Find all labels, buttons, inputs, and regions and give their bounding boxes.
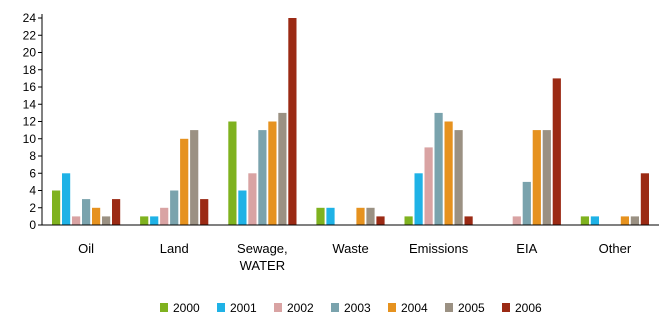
bar-2000-2 [228, 121, 237, 225]
bar-2004-6 [620, 216, 629, 225]
bar-2005-6 [630, 216, 639, 225]
x-category-label: Waste [332, 241, 368, 256]
legend-swatch-2002 [274, 303, 282, 312]
bar-2005-5 [542, 130, 551, 225]
legend-label-2005: 2005 [458, 301, 485, 315]
bar-2006-1 [200, 199, 209, 225]
legend-swatch-2006 [502, 303, 510, 312]
legend-swatch-2005 [445, 303, 453, 312]
bar-2000-1 [140, 216, 149, 225]
bar-2002-0 [72, 216, 81, 225]
bar-2006-4 [464, 216, 473, 225]
y-tick-label: 4 [29, 184, 36, 198]
bar-2005-0 [102, 216, 111, 225]
bar-2006-3 [376, 216, 385, 225]
bar-2004-0 [92, 207, 101, 226]
bar-2004-5 [532, 130, 541, 225]
bar-2003-1 [170, 190, 179, 225]
y-tick-label: 24 [23, 11, 37, 25]
legend-swatch-2004 [388, 303, 396, 312]
bar-2005-3 [366, 207, 375, 226]
bar-2003-5 [522, 181, 531, 225]
legend-swatch-2003 [331, 303, 339, 312]
bar-2005-2 [278, 112, 287, 225]
bars-group [52, 18, 649, 226]
bar-2004-4 [444, 121, 453, 225]
legend: 2000 2001 2002 2003 2004 2005 2006 [160, 301, 542, 315]
bar-2003-4 [434, 112, 443, 225]
legend-label-2002: 2002 [287, 301, 314, 315]
bar-2004-3 [356, 207, 365, 226]
legend-swatch-2000 [160, 303, 168, 312]
y-tick-label: 22 [23, 28, 37, 42]
legend-swatch-2001 [217, 303, 225, 312]
legend-label-2001: 2001 [230, 301, 257, 315]
x-axis: Oil Land Sewage, WATER Waste Emissions EIA Othe… [42, 224, 659, 273]
legend-label-2003: 2003 [344, 301, 371, 315]
bar-2000-0 [52, 190, 61, 225]
bar-2003-0 [82, 199, 91, 225]
bar-2004-2 [268, 121, 277, 225]
y-tick-label: 16 [23, 80, 37, 94]
bar-2002-1 [160, 207, 169, 226]
y-tick-label: 6 [29, 166, 36, 180]
y-tick-label: 12 [23, 115, 37, 129]
bar-2001-0 [62, 173, 71, 226]
x-category-label: Other [599, 241, 632, 256]
x-category-label: Land [160, 241, 189, 256]
bar-2001-2 [238, 190, 247, 225]
y-tick-label: 14 [23, 97, 37, 111]
bar-2006-2 [288, 18, 297, 225]
bar-2006-5 [552, 78, 561, 226]
bar-2002-4 [424, 147, 433, 225]
bar-2001-3 [326, 207, 335, 226]
y-tick-label: 20 [23, 46, 37, 60]
bar-2000-3 [316, 207, 325, 226]
bar-2002-5 [512, 216, 521, 225]
bar-2000-4 [404, 216, 413, 225]
x-category-label: Sewage, WATER [237, 241, 288, 273]
bar-2001-1 [150, 216, 159, 225]
bar-2001-6 [590, 216, 599, 225]
x-category-label: EIA [516, 241, 537, 256]
x-category-label: Oil [78, 241, 94, 256]
x-category-label: Emissions [409, 241, 469, 256]
y-tick-label: 10 [23, 132, 37, 146]
bar-2006-0 [112, 199, 121, 225]
bar-2005-4 [454, 130, 463, 225]
bar-2002-2 [248, 173, 257, 226]
y-tick-label: 8 [29, 149, 36, 163]
bar-2006-6 [640, 173, 649, 226]
legend-label-2000: 2000 [173, 301, 200, 315]
bar-2000-6 [580, 216, 589, 225]
bar-2004-1 [180, 138, 189, 226]
y-tick-label: 18 [23, 63, 37, 77]
y-tick-label: 2 [29, 201, 36, 215]
legend-label-2004: 2004 [401, 301, 428, 315]
bar-2005-1 [190, 130, 199, 225]
bar-2001-4 [414, 173, 423, 226]
y-tick-label: 0 [29, 218, 36, 232]
bar-2003-2 [258, 130, 267, 225]
legend-label-2006: 2006 [515, 301, 542, 315]
